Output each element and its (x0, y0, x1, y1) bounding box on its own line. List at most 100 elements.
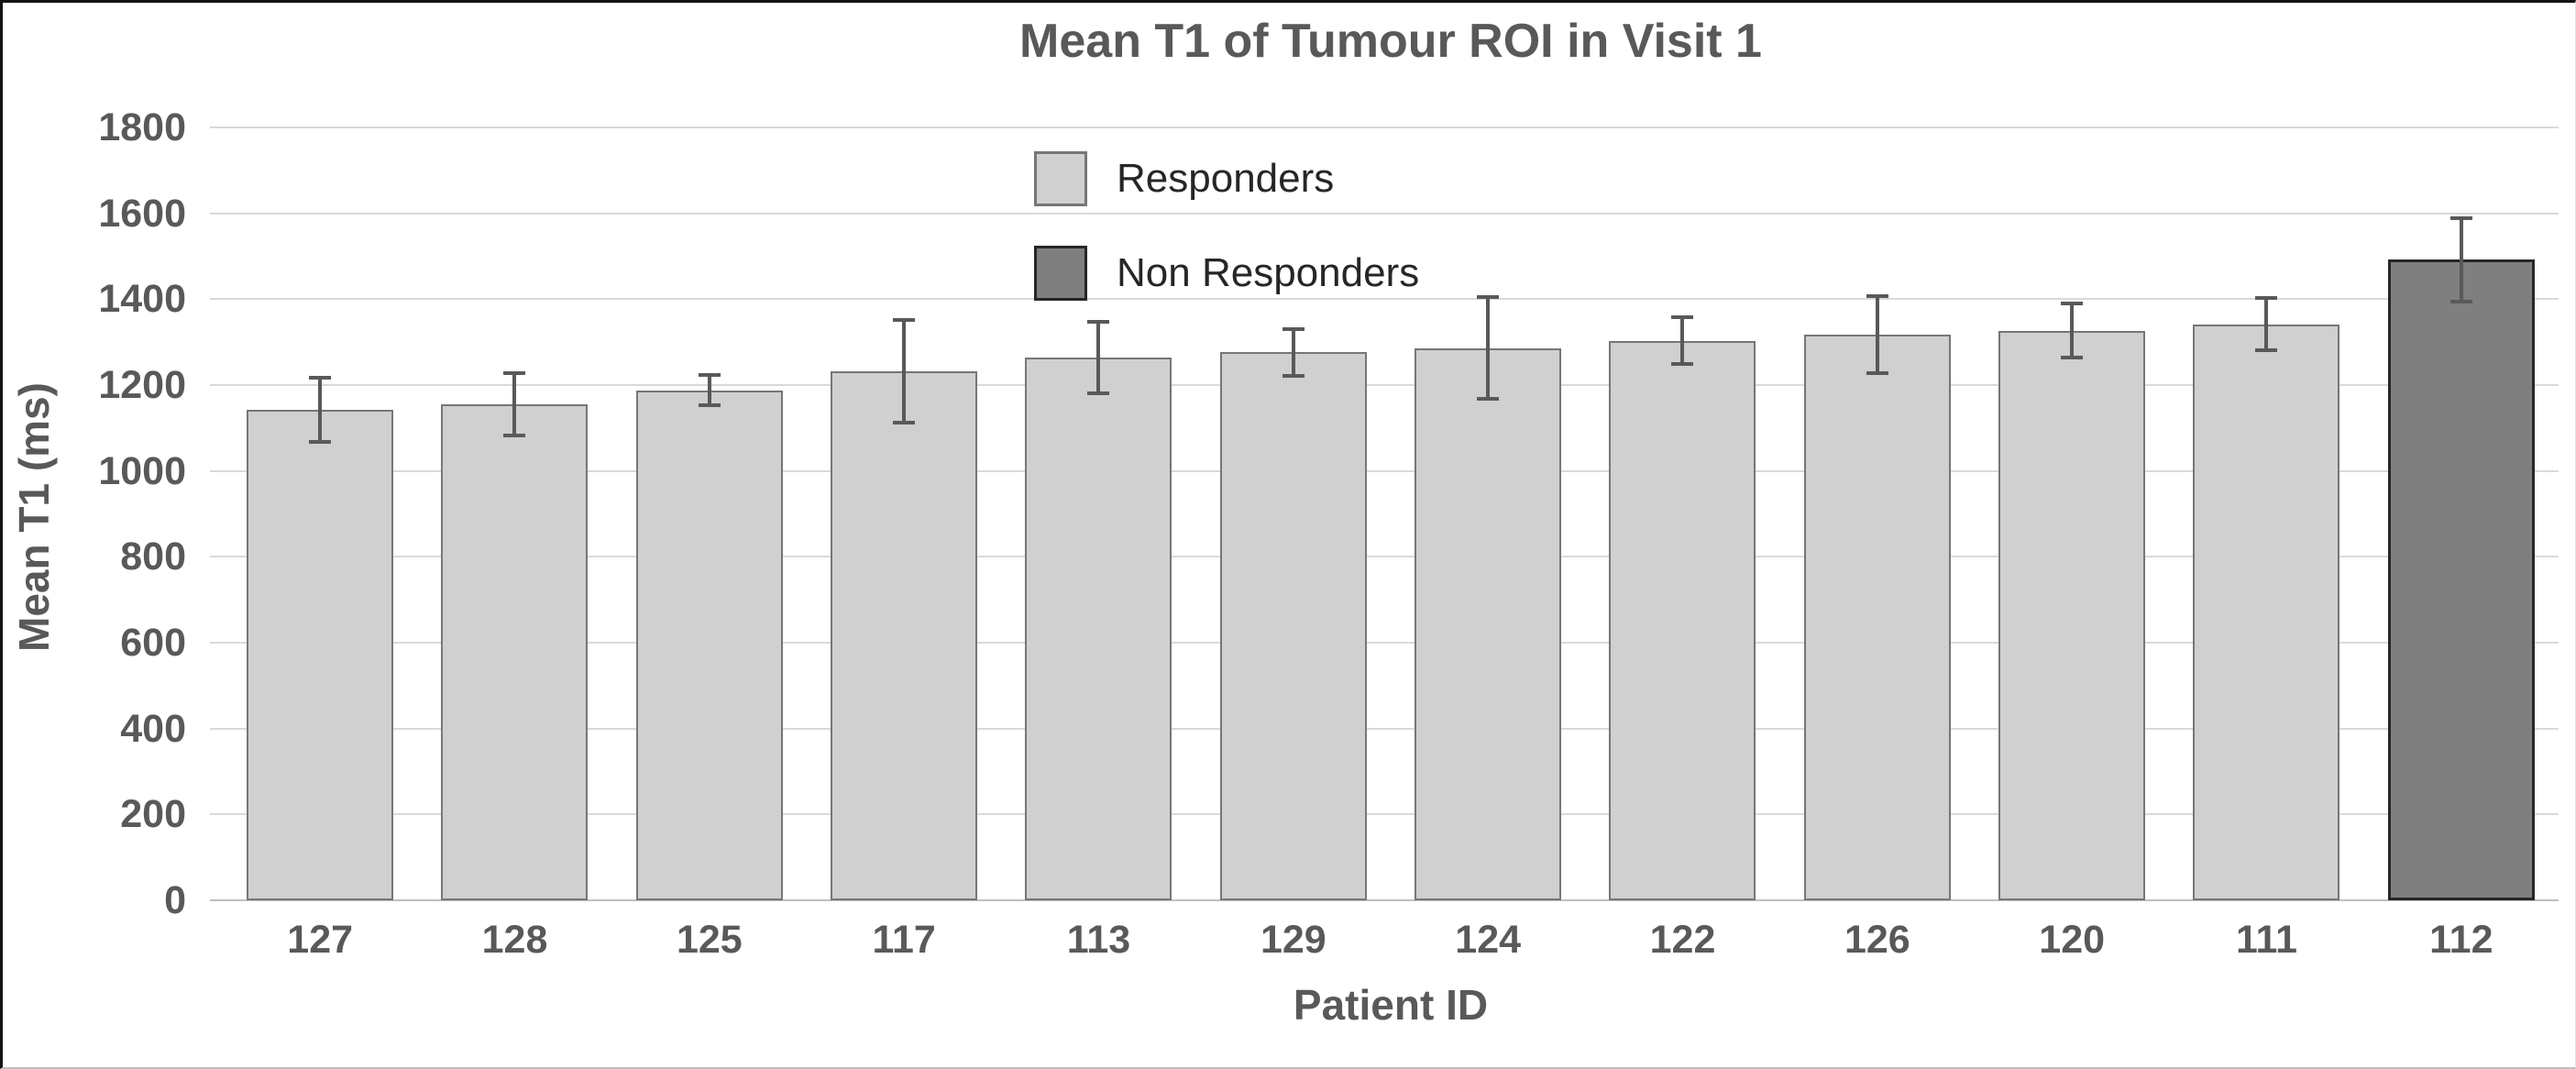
error-bar-127 (318, 378, 323, 443)
error-cap-top-128 (503, 371, 526, 376)
x-category-label-122: 122 (1649, 918, 1716, 962)
gridline-1000 (223, 469, 2559, 472)
bar-127 (247, 410, 394, 900)
error-cap-bottom-125 (698, 403, 721, 407)
error-cap-top-113 (1087, 319, 1110, 324)
legend: Responders Non Responders (1034, 151, 1419, 340)
error-cap-bottom-111 (2255, 347, 2278, 352)
bar-slot-128 (417, 127, 611, 900)
error-bar-122 (1680, 317, 1685, 365)
x-category-label-117: 117 (872, 918, 936, 962)
x-category-label-124: 124 (1455, 918, 1522, 962)
error-cap-bottom-120 (2061, 355, 2084, 359)
error-cap-bottom-112 (2449, 299, 2472, 303)
y-tick-1600 (210, 212, 223, 215)
y-tick-label-1600: 1600 (98, 191, 186, 236)
error-cap-top-129 (1282, 326, 1305, 331)
y-tick-800 (210, 556, 223, 558)
error-cap-top-124 (1477, 295, 1500, 300)
error-cap-bottom-117 (893, 421, 916, 425)
bar-112 (2387, 259, 2535, 900)
gridline-600 (223, 642, 2559, 644)
y-tick-label-200: 200 (120, 792, 186, 837)
gridline-400 (223, 727, 2559, 730)
error-bar-125 (707, 375, 711, 405)
bar-slot-127 (223, 127, 417, 900)
y-tick-label-600: 600 (120, 621, 186, 665)
bar-117 (831, 371, 978, 900)
error-cap-bottom-128 (503, 433, 526, 437)
bar-126 (1803, 335, 1951, 900)
y-tick-label-1800: 1800 (98, 105, 186, 149)
error-cap-bottom-113 (1087, 391, 1110, 396)
bar-slot-117 (807, 127, 1001, 900)
x-category-label-125: 125 (676, 918, 743, 962)
error-bar-124 (1486, 297, 1491, 399)
error-cap-top-111 (2255, 296, 2278, 301)
y-tick-400 (210, 727, 223, 730)
error-bar-112 (2459, 217, 2463, 302)
y-tick-label-0: 0 (164, 878, 186, 922)
bar-slot-112 (2364, 127, 2559, 900)
legend-swatch-1 (1034, 246, 1087, 301)
legend-swatch-0 (1034, 151, 1087, 206)
legend-row-1: Non Responders (1034, 246, 1419, 301)
x-category-label-113: 113 (1066, 918, 1131, 962)
x-axis-line (210, 899, 2559, 901)
y-tick-label-1000: 1000 (98, 448, 186, 493)
x-category-label-112: 112 (2429, 918, 2493, 962)
error-bar-126 (1875, 296, 1879, 374)
error-cap-top-126 (1866, 294, 1888, 299)
bar-111 (2193, 324, 2340, 900)
error-cap-top-120 (2061, 302, 2084, 306)
error-cap-top-122 (1671, 315, 1694, 320)
bar-125 (635, 390, 783, 900)
x-category-label-127: 127 (287, 918, 354, 962)
error-cap-bottom-127 (309, 440, 332, 445)
gridline-1600 (223, 212, 2559, 215)
chart-title: Mean T1 of Tumour ROI in Visit 1 (1019, 15, 1762, 68)
y-tick-label-800: 800 (120, 534, 186, 579)
x-category-label-126: 126 (1844, 918, 1910, 962)
error-cap-top-112 (2449, 215, 2472, 220)
y-tick-1000 (210, 469, 223, 472)
y-tick-label-400: 400 (120, 706, 186, 751)
error-cap-top-127 (309, 376, 332, 380)
gridline-1800 (223, 127, 2559, 128)
bar-slot-113 (1001, 127, 1195, 900)
y-axis-title: Mean T1 (ms) (10, 382, 58, 652)
y-tick-600 (210, 642, 223, 644)
legend-label-0: Responders (1117, 156, 1335, 201)
x-axis-title: Patient ID (1293, 981, 1489, 1029)
plot-area: 0 200 400 600 800 1000 1200 1400 1600 1800 (98, 108, 2559, 920)
bar-122 (1609, 340, 1756, 900)
x-category-label-128: 128 (481, 918, 548, 962)
gridline-800 (223, 556, 2559, 558)
gridline-200 (223, 813, 2559, 816)
y-tick-1200 (210, 384, 223, 386)
bar-slot-124 (1391, 127, 1585, 900)
gridline-1200 (223, 384, 2559, 386)
error-bar-120 (2070, 303, 2075, 358)
y-tick-label-1200: 1200 (98, 363, 186, 407)
bar-128 (441, 404, 589, 900)
error-cap-top-125 (698, 373, 721, 378)
legend-row-0: Responders (1034, 151, 1419, 206)
error-bar-111 (2264, 298, 2269, 350)
y-tick-1800 (210, 127, 223, 128)
legend-label-1: Non Responders (1117, 250, 1420, 295)
y-tick-label-1400: 1400 (98, 277, 186, 322)
error-cap-bottom-129 (1282, 374, 1305, 379)
gridline-1400 (223, 298, 2559, 301)
bar-113 (1025, 358, 1172, 900)
bar-slot-125 (612, 127, 807, 900)
error-cap-bottom-124 (1477, 396, 1500, 401)
y-tick-1400 (210, 298, 223, 301)
bar-129 (1219, 352, 1367, 900)
bar-124 (1415, 347, 1562, 900)
error-cap-bottom-122 (1671, 362, 1694, 367)
error-bar-113 (1096, 321, 1101, 394)
bar-slot-122 (1585, 127, 1779, 900)
bar-slot-111 (2169, 127, 2363, 900)
